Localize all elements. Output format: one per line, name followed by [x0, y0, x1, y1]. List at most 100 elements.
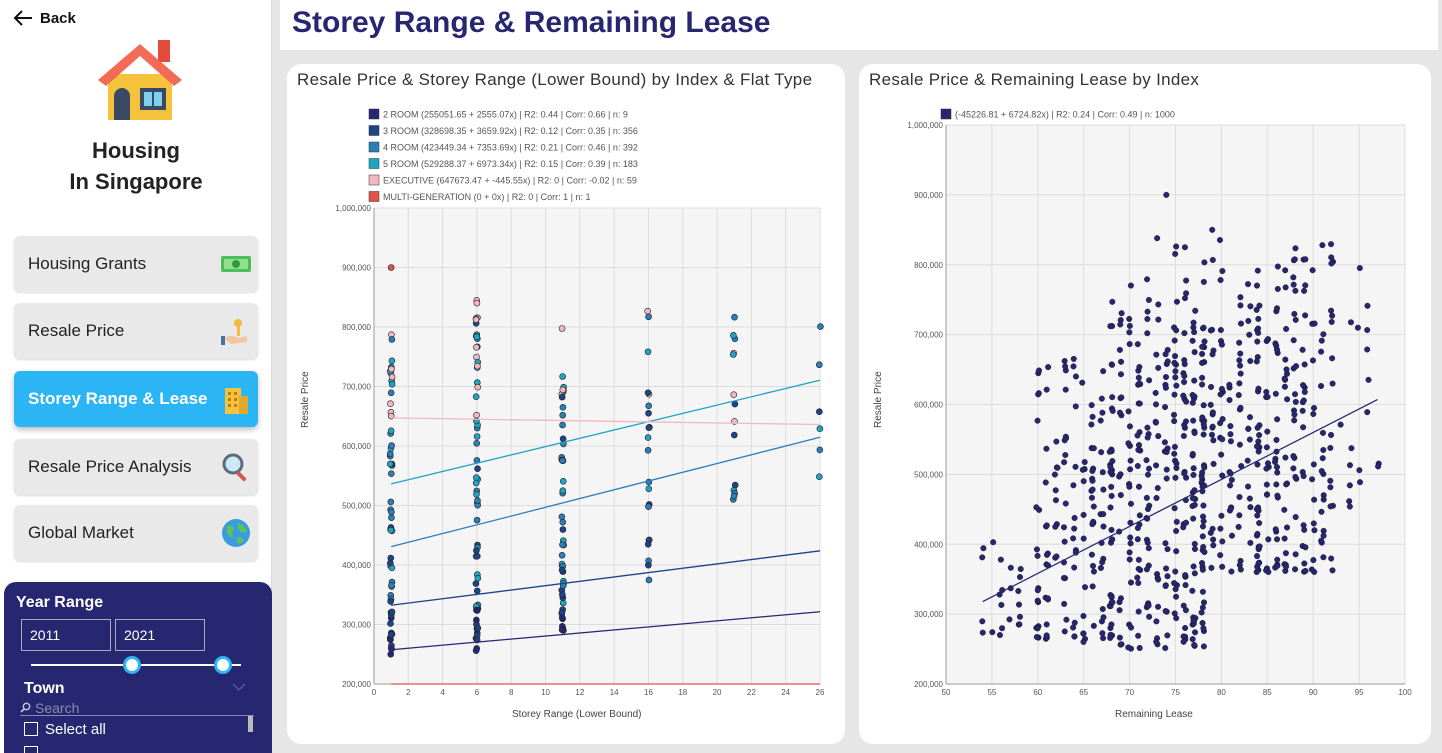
- nav-global-market[interactable]: Global Market: [14, 505, 258, 561]
- data-point: [1007, 564, 1014, 571]
- data-point: [558, 552, 566, 559]
- data-point: [1301, 560, 1308, 567]
- data-point: [731, 481, 739, 489]
- data-point: [1107, 323, 1114, 330]
- storey-chart-card: Resale Price & Storey Range (Lower Bound…: [287, 64, 845, 744]
- data-point: [1116, 346, 1123, 353]
- data-point: [1282, 550, 1289, 557]
- data-point: [1291, 411, 1298, 418]
- nav-resale-price-analysis[interactable]: Resale Price Analysis: [14, 439, 258, 495]
- data-point: [1346, 482, 1353, 489]
- y-tick-label: 700,000: [914, 331, 943, 340]
- data-point: [1173, 548, 1180, 555]
- data-point: [1144, 506, 1151, 513]
- data-point: [1293, 363, 1300, 370]
- data-point: [1171, 505, 1178, 512]
- nav-storey-range-lease[interactable]: Storey Range & Lease: [14, 371, 258, 427]
- data-point: [1134, 524, 1141, 531]
- data-point: [1163, 475, 1170, 482]
- nav-label: Storey Range & Lease: [28, 389, 208, 408]
- year-slider-end-handle[interactable]: [214, 656, 232, 674]
- year-from-input[interactable]: 2011: [21, 619, 111, 651]
- data-point: [1226, 381, 1233, 388]
- data-point: [1284, 524, 1291, 531]
- data-point: [1181, 470, 1188, 477]
- data-point: [1318, 348, 1325, 355]
- data-point: [1061, 437, 1068, 444]
- data-point: [1173, 327, 1180, 334]
- data-point: [1172, 374, 1179, 381]
- data-point: [559, 526, 567, 533]
- data-point: [1107, 504, 1114, 511]
- data-point: [1145, 545, 1152, 552]
- storey-scatter-chart[interactable]: 0 2 4 6 8 10 12 14 16 18 20 22 24 26200,000300,000400…: [287, 64, 845, 744]
- data-point: [1108, 526, 1115, 533]
- data-point: [1153, 494, 1160, 501]
- y-tick-label: 600,000: [914, 401, 943, 410]
- brand-title-line1: Housing: [92, 138, 180, 163]
- y-tick-label: 200,000: [342, 680, 371, 689]
- data-point: [1199, 414, 1206, 421]
- data-point: [1274, 469, 1281, 476]
- town-checkbox[interactable]: [24, 746, 38, 753]
- data-point: [1118, 641, 1125, 648]
- data-point: [1199, 374, 1206, 381]
- data-point: [387, 631, 395, 639]
- data-point: [1245, 281, 1252, 288]
- data-point: [1348, 445, 1355, 452]
- data-point: [1135, 556, 1142, 563]
- data-point: [387, 400, 394, 408]
- data-point: [816, 408, 823, 416]
- data-point: [1128, 579, 1135, 586]
- data-point: [645, 561, 652, 569]
- data-point: [1118, 358, 1125, 365]
- data-point: [1033, 634, 1040, 641]
- data-point: [1016, 621, 1023, 628]
- y-tick-label: 500,000: [914, 470, 943, 479]
- data-point: [1098, 449, 1105, 456]
- data-point: [1265, 336, 1272, 343]
- chevron-down-icon[interactable]: [232, 683, 246, 692]
- data-point: [1192, 629, 1199, 636]
- town-search[interactable]: Search: [20, 700, 254, 716]
- magnifier-icon: [220, 451, 252, 483]
- data-point: [1100, 614, 1107, 621]
- data-point: [1181, 330, 1188, 337]
- year-to-input[interactable]: 2021: [115, 619, 205, 651]
- data-point: [1173, 593, 1180, 600]
- back-button[interactable]: Back: [12, 9, 76, 27]
- data-point: [1060, 575, 1067, 582]
- data-point: [1265, 568, 1272, 575]
- legend-label: 5 ROOM (529288.37 + 6973.34x) | R2: 0.15…: [383, 159, 638, 169]
- nav-resale-price[interactable]: Resale Price: [14, 303, 258, 359]
- data-point: [644, 446, 652, 454]
- data-point: [1199, 566, 1206, 573]
- data-point: [730, 391, 738, 398]
- data-point: [1364, 302, 1371, 309]
- data-point: [1063, 616, 1070, 623]
- data-point: [388, 442, 395, 449]
- data-point: [1274, 305, 1281, 312]
- data-point: [1254, 530, 1261, 537]
- data-point: [387, 498, 395, 506]
- data-point: [1318, 468, 1325, 475]
- data-point: [1136, 380, 1143, 387]
- select-all-checkbox[interactable]: [24, 722, 38, 736]
- data-point: [1162, 404, 1169, 411]
- data-point: [1162, 540, 1169, 547]
- lease-scatter-chart[interactable]: 50 55 60 65 70 75 80 85 90 95 100 200,000 300,000 400…: [859, 64, 1431, 744]
- data-point: [1072, 373, 1079, 380]
- data-point: [1274, 285, 1281, 292]
- data-point: [473, 645, 481, 652]
- chart-title: Resale Price & Remaining Lease by Index: [869, 70, 1200, 89]
- year-slider-start-handle[interactable]: [123, 656, 141, 674]
- scrollbar[interactable]: [248, 716, 253, 732]
- data-point: [474, 574, 482, 582]
- data-point: [1308, 566, 1315, 573]
- nav-housing-grants[interactable]: Housing Grants: [14, 236, 258, 292]
- data-point: [1107, 634, 1114, 641]
- data-point: [1309, 267, 1316, 274]
- y-axis-title: Resale Price: [873, 371, 884, 428]
- data-point: [1081, 459, 1088, 466]
- data-point: [1256, 432, 1263, 439]
